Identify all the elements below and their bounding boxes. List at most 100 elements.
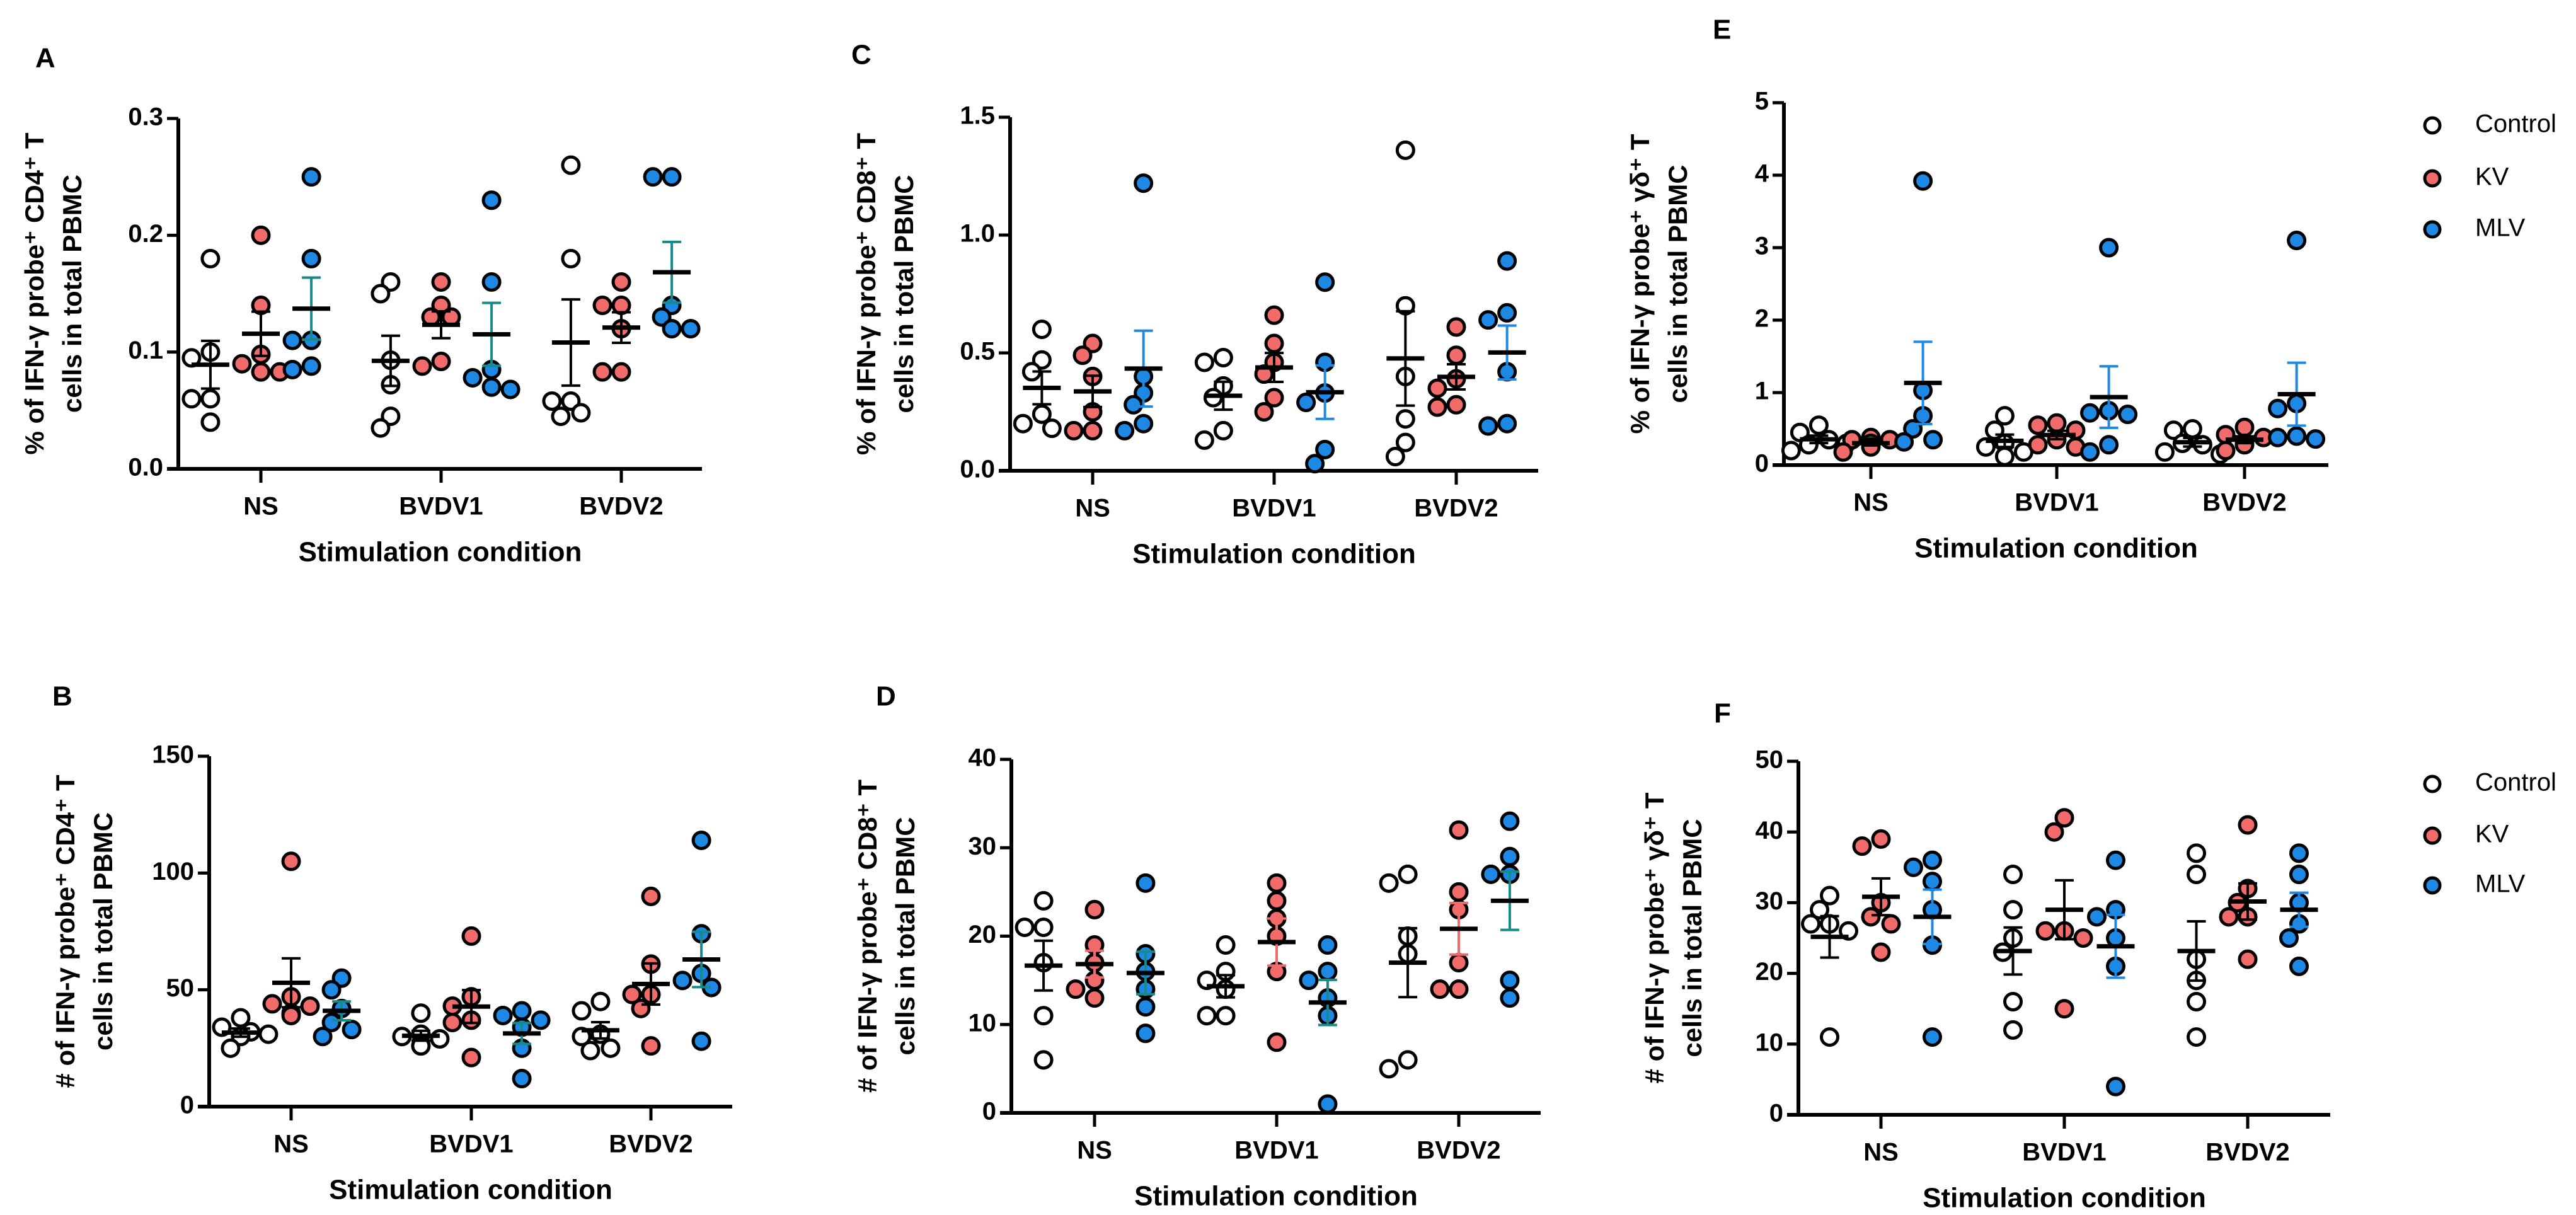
- x-tick-label: BVDV2: [2205, 1139, 2289, 1166]
- data-point-control: [1820, 885, 1840, 906]
- data-point-mlv: [1124, 394, 1144, 415]
- y-tick-label: 40: [969, 744, 997, 772]
- data-point-mlv: [282, 359, 302, 379]
- data-point-kv: [232, 354, 252, 374]
- legend-label: KV: [2475, 821, 2509, 848]
- panel-letter: B: [52, 681, 72, 712]
- data-point-mlv: [1922, 850, 1942, 870]
- data-point-kv: [1084, 988, 1105, 1008]
- x-tick-label: BVDV1: [399, 493, 483, 521]
- data-point-kv: [2238, 815, 2258, 835]
- data-point-mlv: [662, 319, 682, 339]
- y-axis-label-line: % of IFN-γ probe⁺ γδ⁺ T: [1625, 134, 1655, 434]
- data-point-mlv: [1894, 432, 1914, 452]
- data-point-kv: [1427, 397, 1447, 417]
- data-point-control: [371, 418, 391, 438]
- data-point-mlv: [2268, 427, 2288, 447]
- y-axis-label: % of IFN-γ probe⁺ CD4⁺ T cells in total P…: [20, 132, 87, 454]
- y-axis-label: # of IFN-γ probe⁺ CD4⁺ T cells in total P…: [50, 774, 118, 1088]
- data-point-kv: [461, 926, 481, 946]
- data-point-kv: [1861, 907, 1881, 927]
- data-point-mlv: [301, 167, 321, 187]
- data-point-kv: [592, 362, 612, 382]
- data-point-mlv: [1296, 393, 1316, 413]
- data-point-mlv: [1134, 413, 1154, 434]
- data-point-kv: [2216, 441, 2236, 461]
- data-point-control: [1808, 415, 1829, 435]
- legend-label: Control: [2475, 110, 2556, 138]
- x-tick-label: BVDV2: [1417, 1137, 1500, 1165]
- data-point-mlv: [1115, 420, 1135, 441]
- data-point-mlv: [672, 970, 693, 991]
- y-tick-label: 100: [152, 858, 194, 885]
- data-point-control: [590, 991, 611, 1011]
- x-tick-label: BVDV2: [579, 493, 663, 521]
- data-point-control: [200, 389, 221, 409]
- data-point-control: [2187, 991, 2207, 1011]
- data-point-kv: [262, 994, 282, 1014]
- data-point-kv: [442, 1013, 463, 1033]
- y-axis-label-line: # of IFN-γ probe⁺ CD8⁺ T: [853, 780, 882, 1093]
- data-point-mlv: [1923, 430, 1943, 450]
- data-point-mlv: [2279, 928, 2299, 948]
- data-point-kv: [461, 1047, 481, 1068]
- x-tick-label: BVDV1: [2015, 489, 2098, 517]
- y-tick-label: 0.0: [960, 456, 995, 483]
- data-point-mlv: [1497, 413, 1517, 434]
- data-point-kv: [281, 1005, 301, 1025]
- y-tick-label: 1: [1755, 377, 1769, 405]
- data-point-control: [1385, 447, 1405, 467]
- data-point-kv: [1066, 979, 1086, 999]
- data-point-mlv: [1478, 310, 1498, 330]
- data-point-mlv: [1318, 1094, 1338, 1114]
- data-point-control: [1032, 404, 1052, 424]
- data-point-control: [1194, 352, 1214, 372]
- y-axis-label-line: # of IFN-γ probe⁺ γδ⁺ T: [1640, 792, 1669, 1083]
- legend-marker-kv: [2423, 169, 2442, 188]
- y-tick-label: 0.0: [128, 454, 163, 481]
- data-point-kv: [1264, 388, 1284, 408]
- x-tick-label: BVDV2: [2202, 489, 2286, 517]
- x-axis-label: Stimulation condition: [1132, 539, 1416, 570]
- data-point-kv: [2234, 417, 2255, 437]
- data-point-mlv: [2289, 956, 2309, 976]
- data-point-kv: [2044, 822, 2064, 842]
- data-point-kv: [2238, 949, 2258, 969]
- data-point-kv: [1881, 914, 1901, 934]
- data-point-kv: [1267, 890, 1287, 911]
- y-tick-label: 40: [1756, 817, 1784, 844]
- data-point-mlv: [2118, 405, 2138, 424]
- data-point-control: [571, 403, 591, 423]
- panel-f: F 0 10 20 30 40 50 NS BVDV1 BVDV2 Stimulation cond…: [1640, 698, 2556, 1214]
- data-point-kv: [1083, 420, 1103, 441]
- x-axis-label: Stimulation condition: [299, 537, 582, 568]
- data-point-mlv: [2105, 1076, 2125, 1097]
- data-point-mlv: [1497, 251, 1517, 271]
- data-point-mlv: [2289, 865, 2309, 885]
- data-point-kv: [1072, 345, 1093, 366]
- data-point-kv: [1852, 836, 1872, 856]
- panel-letter: D: [876, 681, 896, 712]
- data-point-mlv: [1497, 302, 1517, 323]
- data-point-control: [1213, 347, 1233, 367]
- panel-c: C 0.0 0.5 1.0 1.5 NS BVDV1 BVDV2 Stimulation con…: [851, 40, 1538, 570]
- y-tick-label: 10: [1756, 1028, 1784, 1056]
- legend-marker-control: [2423, 774, 2442, 793]
- data-point-kv: [2047, 413, 2067, 433]
- data-point-mlv: [1500, 988, 1520, 1008]
- data-point-kv: [622, 984, 642, 1005]
- data-point-kv: [2035, 921, 2056, 941]
- data-point-kv: [2054, 999, 2074, 1019]
- data-point-kv: [1267, 1032, 1287, 1052]
- data-point-control: [1033, 1050, 1054, 1070]
- data-point-mlv: [2080, 442, 2100, 462]
- legend-marker-mlv: [2423, 876, 2442, 895]
- y-axis-label: # of IFN-γ probe⁺ CD8⁺ T cells in total P…: [853, 780, 920, 1093]
- data-point-kv: [412, 356, 432, 376]
- data-point-mlv: [691, 1031, 711, 1051]
- data-point-control: [1033, 890, 1054, 911]
- x-tick-label: NS: [1863, 1139, 1899, 1166]
- data-point-control: [371, 284, 391, 304]
- data-point-mlv: [2289, 843, 2309, 863]
